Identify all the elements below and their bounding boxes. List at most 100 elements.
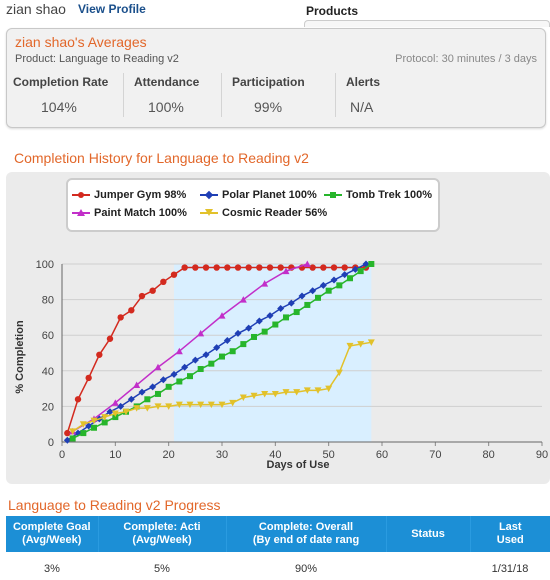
metric-label: Attendance: [134, 75, 200, 89]
header-line: (By end of date rang: [252, 534, 360, 546]
data-point: [181, 264, 188, 271]
data-point: [303, 260, 311, 267]
data-point: [186, 401, 194, 409]
protocol-info: Protocol: 30 minutes / 3 days: [395, 53, 537, 65]
data-point: [85, 374, 92, 382]
data-point: [293, 389, 301, 396]
legend-item-polar-planet[interactable]: Polar Planet 100%: [200, 189, 317, 201]
data-point: [133, 381, 141, 389]
metric-value: 104%: [41, 99, 77, 115]
data-point: [122, 408, 130, 416]
legend-label: Polar Planet 100%: [222, 189, 317, 201]
column-header[interactable]: Status: [385, 516, 470, 552]
table-row: 3% 5% 90% 1/31/18: [6, 552, 550, 580]
data-point: [181, 363, 189, 371]
data-point: [357, 268, 364, 275]
x-axis-title: Days of Use: [267, 459, 330, 471]
data-point: [335, 369, 343, 377]
data-point: [111, 399, 119, 406]
circle-marker-icon: [72, 190, 90, 200]
data-point: [255, 317, 263, 325]
header-line: Used: [496, 534, 524, 546]
header-line: Last: [498, 521, 522, 533]
user-name: zian shao: [6, 1, 66, 17]
data-point: [207, 401, 215, 409]
data-point: [234, 264, 242, 271]
data-point: [149, 383, 157, 391]
data-point: [282, 389, 290, 396]
y-axis-title: % Completion: [14, 320, 26, 394]
data-point: [111, 410, 119, 418]
data-point: [69, 428, 77, 435]
data-point: [330, 276, 338, 284]
legend-item-jumper-gym[interactable]: Jumper Gym 98%: [72, 189, 186, 201]
products-dropdown[interactable]: [304, 20, 550, 27]
top-bar: zian shao View Profile Products: [0, 0, 550, 27]
data-point: [223, 337, 231, 345]
completion-chart: 0 20 40 60 80 100 0 10 20 30 40 50 60 70 80 90 Days of …: [6, 172, 550, 484]
data-point: [202, 351, 210, 359]
x-tick-label: 20: [163, 449, 175, 461]
data-point: [218, 401, 226, 409]
metric-attendance: Attendance 100%: [123, 73, 238, 117]
data-point: [69, 435, 76, 442]
data-point: [176, 378, 183, 385]
data-point: [367, 339, 375, 346]
column-header[interactable]: Complete: Overall (By end of date rang: [225, 516, 386, 552]
data-point: [250, 392, 258, 400]
y-tick-label: 80: [42, 295, 54, 307]
data-point: [191, 356, 199, 364]
data-point: [155, 390, 161, 397]
data-point: [154, 363, 162, 371]
header-line: Complete: Overall: [258, 521, 354, 533]
data-point: [251, 333, 257, 340]
data-point: [91, 424, 97, 431]
legend-item-cosmic-reader[interactable]: Cosmic Reader 56%: [200, 207, 327, 219]
column-header[interactable]: Complete Goal (Avg/Week): [6, 516, 98, 552]
header-line: Status: [411, 527, 445, 540]
data-point: [240, 341, 247, 348]
data-point: [197, 329, 205, 337]
data-point: [175, 347, 183, 355]
column-header[interactable]: Complete: Acti (Avg/Week): [97, 516, 226, 552]
table-cell: 1/31/18: [491, 563, 529, 575]
data-point: [117, 402, 125, 410]
data-point: [245, 264, 252, 271]
data-point: [325, 385, 333, 393]
column-header[interactable]: Last Used: [469, 516, 550, 552]
data-point: [165, 403, 173, 410]
data-point: [106, 408, 114, 416]
view-profile-link[interactable]: View Profile: [78, 2, 146, 16]
legend-label: Tomb Trek 100%: [346, 189, 432, 201]
metric-value: N/A: [350, 99, 374, 115]
data-point: [272, 321, 279, 328]
data-point: [261, 280, 269, 287]
data-point: [283, 314, 289, 321]
x-tick-label: 10: [109, 449, 121, 461]
x-tick-label: 70: [429, 449, 441, 461]
table-cell: 5%: [154, 563, 170, 575]
data-point: [154, 403, 162, 410]
x-tick-label: 40: [269, 449, 281, 461]
table-header-row: Complete Goal (Avg/Week) Complete: Acti (A…: [6, 516, 550, 552]
metric-label: Alerts: [346, 75, 381, 89]
data-point: [368, 261, 375, 267]
data-point: [63, 436, 71, 444]
data-point: [213, 344, 221, 352]
square-marker-icon: [324, 190, 342, 200]
data-point: [261, 390, 269, 398]
legend-item-tomb-trek[interactable]: Tomb Trek 100%: [324, 189, 432, 201]
table-cell: 90%: [294, 563, 318, 575]
data-point: [224, 264, 231, 271]
legend-item-paint-match[interactable]: Paint Match 100%: [72, 207, 187, 219]
data-point: [138, 388, 146, 396]
data-point: [133, 405, 141, 412]
metric-participation: Participation 99%: [221, 73, 332, 117]
products-label: Products: [306, 4, 359, 18]
data-point: [245, 324, 253, 332]
shaded-range: [174, 264, 372, 442]
data-point: [85, 422, 93, 430]
data-point: [330, 264, 338, 271]
y-tick-label: 0: [48, 437, 54, 449]
progress-table: Complete Goal (Avg/Week) Complete: Acti (A…: [6, 516, 550, 580]
